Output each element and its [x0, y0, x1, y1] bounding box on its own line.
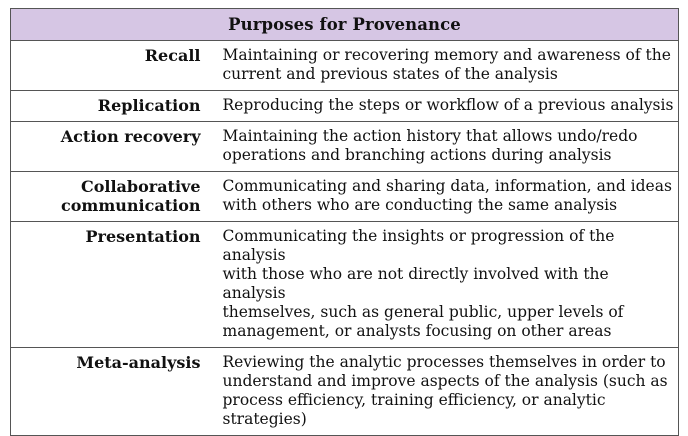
purpose-description: Reproducing the steps or workflow of a p… — [208, 90, 679, 122]
purpose-term: Recall — [10, 40, 209, 91]
purpose-description-line: Reproducing the steps or workflow of a p… — [222, 96, 674, 114]
table-row: Meta-analysis Reviewing the analytic proc… — [10, 347, 679, 436]
provenance-table: Purposes for Provenance Recall Maintainin… — [10, 8, 680, 436]
purpose-description-line: strategies) — [222, 410, 307, 428]
purpose-term: Replication — [10, 90, 209, 122]
provenance-table-container: Purposes for Provenance Recall Maintainin… — [10, 8, 680, 436]
purpose-description-line: themselves, such as general public, uppe… — [222, 303, 624, 321]
table-row: Recall Maintaining or recovering memory a… — [10, 40, 679, 91]
purpose-description: Maintaining the action history that allo… — [208, 121, 679, 172]
purpose-description: Communicating the insights or progressio… — [208, 221, 679, 348]
purpose-description-line: with those who are not directly involved… — [222, 265, 609, 302]
purpose-description-line: Communicating the insights or progressio… — [222, 227, 615, 264]
purpose-description: Maintaining or recovering memory and awa… — [208, 40, 679, 91]
table-title: Purposes for Provenance — [10, 8, 679, 41]
purpose-description-line: Maintaining the action history that allo… — [222, 127, 638, 145]
purpose-term-line: Presentation — [85, 227, 201, 246]
purpose-term: Presentation — [10, 221, 209, 348]
purpose-description-line: operations and branching actions during … — [222, 146, 612, 164]
purpose-term: Meta-analysis — [10, 347, 209, 436]
table-body: Recall Maintaining or recovering memory a… — [10, 40, 679, 436]
table-row: Collaborative communication Communicating … — [10, 171, 679, 222]
purpose-term-line: Meta-analysis — [76, 353, 201, 372]
purpose-description-line: management, or analysts focusing on othe… — [222, 322, 612, 340]
purpose-description-line: Communicating and sharing data, informat… — [222, 177, 672, 195]
purpose-description: Reviewing the analytic processes themsel… — [208, 347, 679, 436]
purpose-description: Communicating and sharing data, informat… — [208, 171, 679, 222]
table-row: Replication Reproducing the steps or work… — [10, 90, 679, 122]
purpose-term-line: Replication — [97, 96, 201, 115]
table-row: Action recovery Maintaining the action hi… — [10, 121, 679, 172]
purpose-description-line: with others who are conducting the same … — [222, 196, 618, 214]
purpose-term-line: communication — [61, 196, 201, 215]
table-row: Presentation Communicating the insights o… — [10, 221, 679, 348]
purpose-description-line: Reviewing the analytic processes themsel… — [222, 353, 666, 371]
purpose-description-line: Maintaining or recovering memory and awa… — [222, 46, 671, 64]
table-header-row: Purposes for Provenance — [10, 8, 679, 41]
purpose-term-line: Recall — [144, 46, 201, 65]
purpose-term-line: Collaborative — [80, 177, 201, 196]
purpose-description-line: understand and improve aspects of the an… — [222, 372, 668, 390]
purpose-description-line: current and previous states of the analy… — [222, 65, 558, 83]
purpose-term-line: Action recovery — [60, 127, 201, 146]
purpose-term: Action recovery — [10, 121, 209, 172]
purpose-term: Collaborative communication — [10, 171, 209, 222]
purpose-description-line: process efficiency, training efficiency,… — [222, 391, 606, 409]
